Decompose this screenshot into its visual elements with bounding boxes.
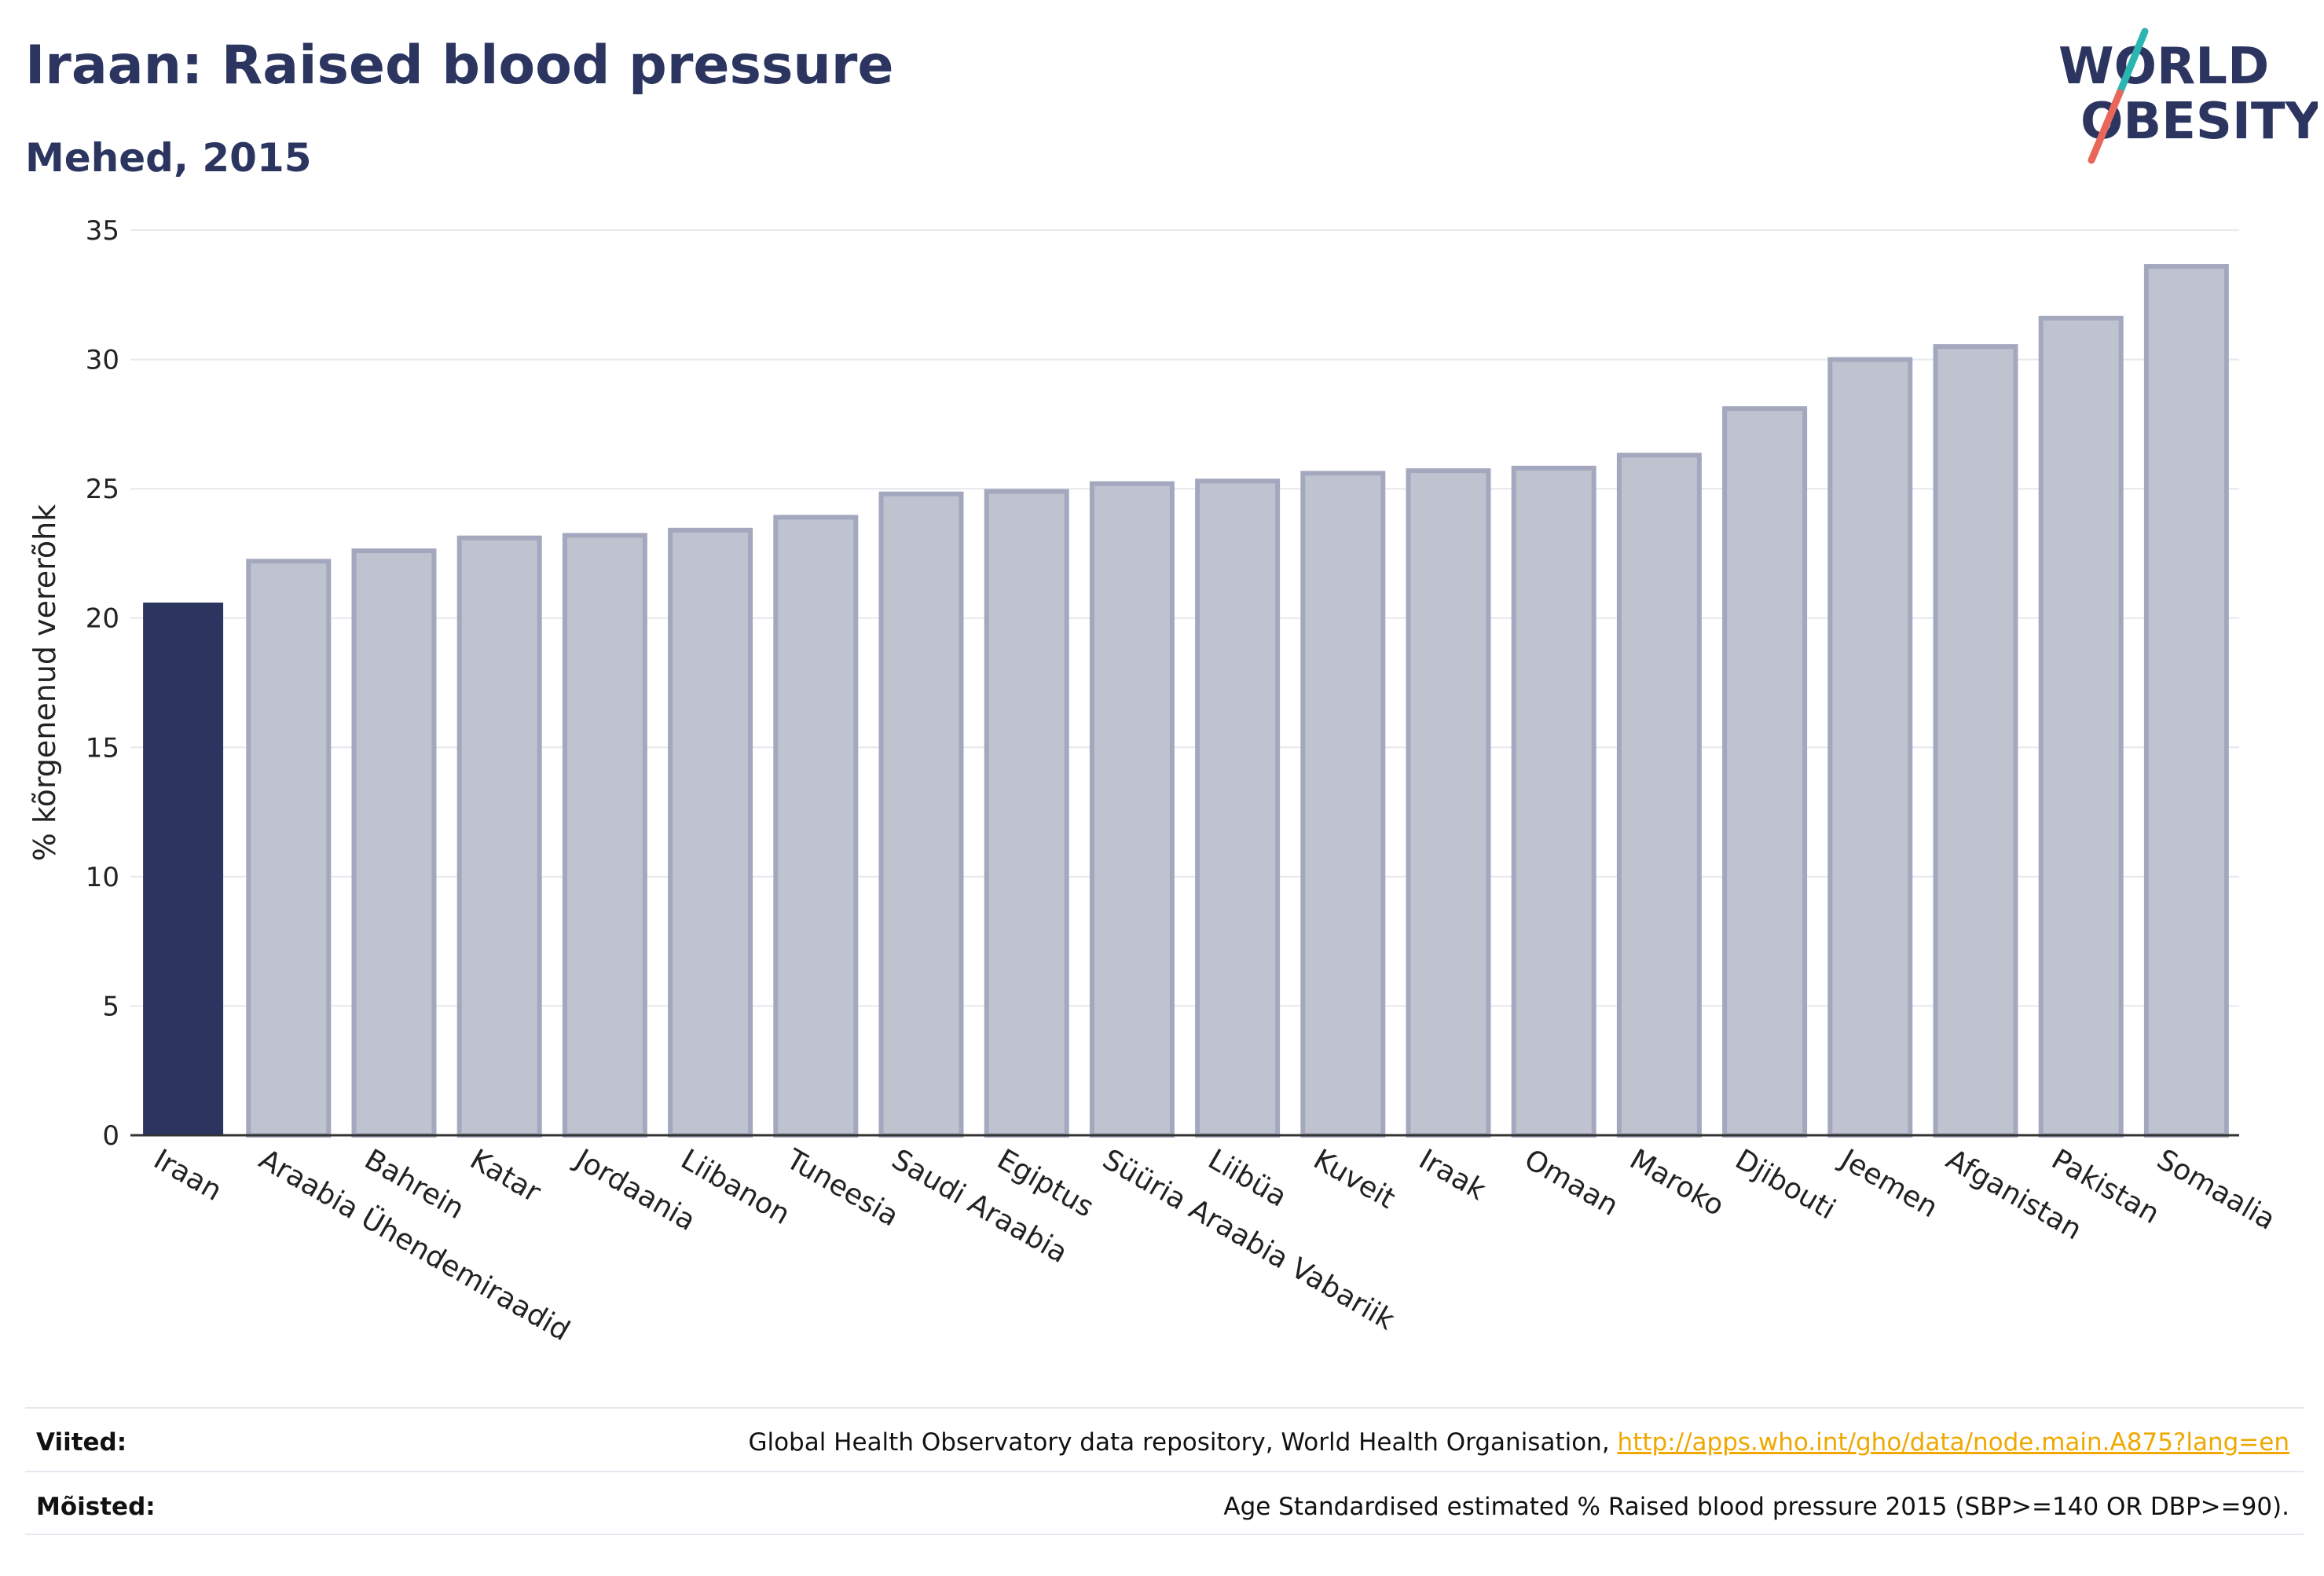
x-tick-label: Iraak [1413, 1143, 1491, 1207]
bar-somaalia [2143, 264, 2229, 1138]
y-tick-label: 10 [86, 862, 119, 893]
sources-label: Viited: [36, 1428, 127, 1457]
chart-subtitle: Mehed, 2015 [25, 135, 312, 181]
y-tick-label: 20 [86, 603, 119, 635]
bar-omaan [1511, 465, 1596, 1138]
footer-divider-top [25, 1407, 2304, 1409]
bar-jeemen [1827, 357, 1913, 1138]
y-tick-label: 0 [102, 1120, 119, 1152]
bar-liibanon [668, 527, 753, 1138]
bar-iraan [143, 602, 224, 1135]
bar-egiptus [984, 489, 1069, 1138]
bar-djibouti [1722, 406, 1808, 1138]
bar-katar [456, 535, 542, 1138]
bar-araabia-ühendemiraadid [246, 559, 332, 1138]
bar-chart: 0 5 10 15 20 25 30 35 Iraan Araabia Ühendemiraad… [27, 215, 2281, 1347]
sources-text: Global Health Observatory data repositor… [748, 1428, 2289, 1457]
bar-jordaania [562, 533, 647, 1138]
x-tick-label: Kuveit [1308, 1143, 1401, 1215]
bar-bahrein [351, 548, 437, 1138]
definitions-label: Mõisted: [36, 1493, 156, 1521]
bars [143, 264, 2229, 1138]
x-tick-label: Somaalia [2151, 1143, 2280, 1237]
footer-divider-middle [25, 1471, 2304, 1472]
bar-kuveit [1300, 471, 1386, 1138]
footer-divider-bottom [25, 1534, 2304, 1535]
chart-title: Iraan: Raised blood pressure [25, 35, 894, 97]
bar-süüria-araabia-vabariik [1089, 481, 1175, 1138]
y-tick-label: 25 [86, 474, 119, 505]
bar-pakistan [2038, 315, 2124, 1138]
y-tick-label: 5 [102, 991, 119, 1022]
x-tick-label: Jordaania [569, 1142, 701, 1237]
x-tick-label: Maroko [1624, 1143, 1729, 1222]
world-obesity-logo: WORLD OBESITY [2058, 27, 2318, 164]
x-tick-label: Saudi Araabia [886, 1143, 1072, 1270]
x-tick-label: Djibouti [1730, 1143, 1841, 1226]
logo-word-world: WORLD [2058, 38, 2269, 96]
bar-afganistan [1933, 344, 2018, 1138]
logo-word-obesity: OBESITY [2080, 93, 2318, 151]
logo-slash-bottom [2088, 89, 2124, 164]
bar-liibüa [1195, 478, 1281, 1138]
y-tick-label: 30 [86, 345, 119, 376]
sources-description: Global Health Observatory data repositor… [748, 1428, 1618, 1457]
y-tick-label: 15 [86, 732, 119, 764]
bar-iraak [1406, 468, 1491, 1138]
x-tick-label: Katar [464, 1143, 546, 1209]
x-tick-label: Iraan [148, 1143, 227, 1208]
bar-saudi-araabia [878, 491, 964, 1138]
bar-maroko [1616, 453, 1702, 1138]
logo-slash-top [2116, 27, 2149, 97]
gridlines [130, 229, 2239, 1007]
y-axis-ticks: 0 5 10 15 20 25 30 35 [86, 215, 119, 1152]
bar-tuneesia [773, 515, 859, 1138]
x-tick-label: Jeemen [1834, 1142, 1943, 1224]
x-tick-label: Omaan [1519, 1143, 1623, 1222]
y-axis-label: % kõrgenenud vererõhk [27, 504, 62, 862]
x-tick-label: Tuneesia [780, 1143, 904, 1233]
definitions-text: Age Standardised estimated % Raised bloo… [1223, 1493, 2289, 1521]
sources-link[interactable]: http://apps.who.int/gho/data/node.main.A… [1617, 1428, 2289, 1457]
y-tick-label: 35 [86, 215, 119, 247]
